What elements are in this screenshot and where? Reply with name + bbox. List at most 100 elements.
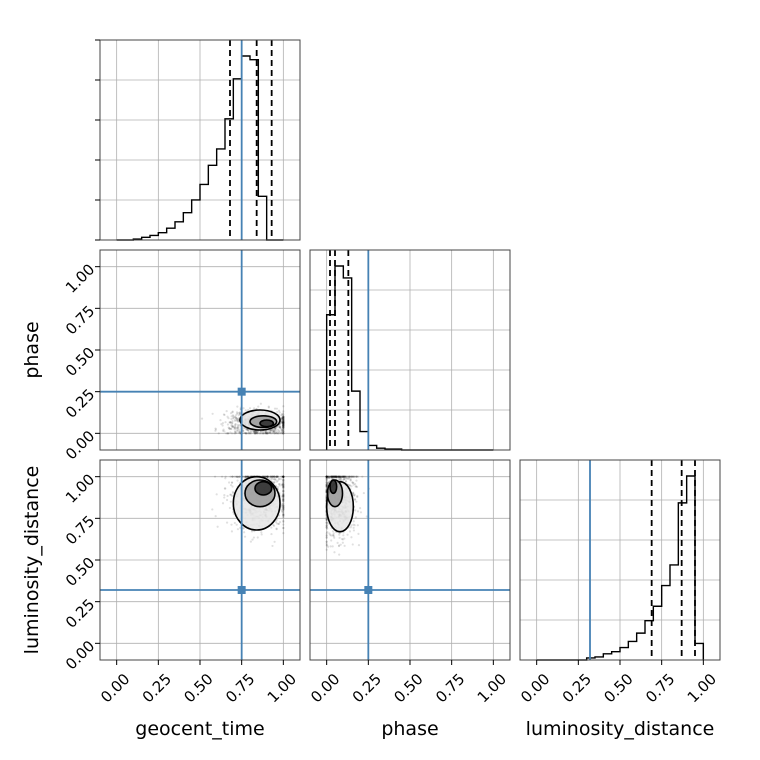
joint-phase-luminosity_distance-point <box>339 475 342 478</box>
joint-geocent_time-phase-point <box>236 418 239 421</box>
joint-geocent_time-phase-point <box>253 430 256 434</box>
joint-geocent_time-luminosity_distance-point <box>282 490 285 493</box>
joint-geocent_time-luminosity_distance-point <box>282 479 285 482</box>
joint-phase-luminosity_distance-point <box>328 532 331 535</box>
joint-geocent_time-luminosity_distance-point <box>282 475 285 478</box>
joint-phase-luminosity_distance-point <box>352 526 355 529</box>
joint-phase-luminosity_distance-point <box>332 475 335 478</box>
joint-geocent_time-phase-point <box>282 430 285 433</box>
joint-geocent_time-luminosity_distance-point <box>273 481 276 484</box>
xtick-label-luminosity_distance-3: 0.75 <box>642 670 678 706</box>
joint-geocent_time-phase-point <box>234 418 237 421</box>
joint-phase-luminosity_distance-point <box>346 475 349 478</box>
joint-geocent_time-phase-point <box>264 430 267 433</box>
joint-phase-luminosity_distance-point <box>326 475 329 478</box>
joint-geocent_time-phase-point <box>238 430 242 433</box>
joint-geocent_time-luminosity_distance-point <box>227 481 231 484</box>
joint-geocent_time-phase-point <box>282 423 285 426</box>
joint-phase-luminosity_distance-point <box>339 475 342 478</box>
joint-geocent_time-luminosity_distance-point <box>246 475 249 478</box>
joint-geocent_time-luminosity_distance-point <box>245 475 248 478</box>
joint-geocent_time-phase-point <box>237 418 240 421</box>
joint-geocent_time-phase-point <box>228 427 231 430</box>
joint-geocent_time-phase-point <box>272 428 275 431</box>
joint-geocent_time-luminosity_distance-point <box>246 475 249 478</box>
joint-phase-luminosity_distance-point <box>325 524 328 528</box>
joint-geocent_time-phase-point <box>252 430 255 433</box>
joint-phase-luminosity_distance-point <box>331 475 334 478</box>
joint-geocent_time-luminosity_distance-truth-marker <box>237 586 246 594</box>
joint-phase-luminosity_distance-point <box>325 475 328 478</box>
joint-geocent_time-phase-point <box>282 428 285 431</box>
joint-geocent_time-phase-point <box>230 425 234 428</box>
joint-geocent_time-phase-point <box>255 431 258 434</box>
joint-geocent_time-luminosity_distance-point <box>282 502 285 506</box>
joint-geocent_time-luminosity_distance-point <box>243 535 247 538</box>
joint-geocent_time-phase-point <box>231 421 234 424</box>
joint-phase-luminosity_distance-point <box>348 475 351 478</box>
joint-geocent_time-phase-point <box>235 417 239 420</box>
joint-geocent_time-phase-point <box>255 431 258 434</box>
joint-geocent_time-phase-point <box>282 432 285 435</box>
joint-geocent_time-luminosity_distance-point <box>276 475 279 478</box>
joint-geocent_time-phase-point <box>235 411 239 414</box>
joint-geocent_time-luminosity_distance-point <box>282 513 285 517</box>
joint-geocent_time-phase-point <box>278 426 281 429</box>
joint-geocent_time-phase-point <box>225 432 228 435</box>
joint-geocent_time-luminosity_distance-point <box>270 475 273 478</box>
joint-geocent_time-luminosity_distance-point <box>282 505 285 508</box>
joint-geocent_time-phase-point <box>248 432 252 435</box>
joint-geocent_time-luminosity_distance-point <box>270 526 273 529</box>
joint-phase-luminosity_distance-point <box>325 475 328 478</box>
joint-geocent_time-phase-point <box>282 426 285 429</box>
ytick-label-phase-2: 0.50 <box>62 344 98 380</box>
joint-geocent_time-phase-point <box>282 432 285 435</box>
joint-geocent_time-phase-point <box>255 432 258 435</box>
joint-phase-luminosity_distance-point <box>339 476 342 479</box>
xlabel-luminosity-distance: luminosity_distance <box>526 718 715 740</box>
joint-geocent_time-phase-point <box>217 432 220 435</box>
joint-phase-luminosity_distance-point <box>332 475 335 478</box>
joint-phase-luminosity_distance-point <box>327 475 330 478</box>
joint-geocent_time-phase-point <box>224 421 227 424</box>
joint-geocent_time-phase-point <box>282 416 285 420</box>
joint-phase-luminosity_distance-point <box>345 475 348 478</box>
joint-phase-luminosity_distance-point <box>350 485 353 488</box>
joint-geocent_time-luminosity_distance-point <box>276 475 279 478</box>
joint-geocent_time-phase-point <box>252 407 256 410</box>
joint-geocent_time-phase-point <box>282 415 285 418</box>
joint-phase-luminosity_distance-point <box>333 475 337 478</box>
joint-geocent_time-luminosity_distance-point <box>282 499 285 502</box>
joint-phase-luminosity_distance-point <box>325 522 328 525</box>
joint-geocent_time-phase-point <box>246 432 250 435</box>
joint-geocent_time-phase-point <box>282 421 285 424</box>
joint-phase-luminosity_distance-point <box>356 495 359 499</box>
joint-geocent_time-phase-point <box>237 411 240 415</box>
joint-phase-luminosity_distance-point <box>352 520 355 523</box>
joint-geocent_time-phase-point <box>282 424 285 427</box>
joint-geocent_time-phase-point <box>282 420 285 424</box>
joint-geocent_time-luminosity_distance-point <box>282 523 285 526</box>
joint-geocent_time-luminosity_distance <box>99 459 301 661</box>
joint-phase-luminosity_distance-point <box>338 533 341 536</box>
joint-phase-luminosity_distance-point <box>325 483 328 486</box>
joint-phase-luminosity_distance-truth-marker <box>364 586 373 594</box>
joint-geocent_time-phase-point <box>236 425 240 428</box>
joint-geocent_time-luminosity_distance-point <box>231 485 234 488</box>
joint-geocent_time-luminosity_distance-point <box>266 475 269 478</box>
joint-geocent_time-phase-point <box>267 405 270 408</box>
joint-geocent_time-luminosity_distance-point <box>282 514 285 517</box>
xtick-label-phase-3: 0.75 <box>432 670 468 706</box>
joint-phase-luminosity_distance-point <box>325 475 328 478</box>
joint-geocent_time-luminosity_distance-point <box>229 493 233 496</box>
joint-geocent_time-luminosity_distance-point <box>282 526 285 529</box>
joint-phase-luminosity_distance-point <box>335 476 338 479</box>
joint-geocent_time-luminosity_distance-point <box>278 521 282 524</box>
joint-phase-luminosity_distance-point <box>327 475 330 479</box>
joint-geocent_time-luminosity_distance-point <box>273 478 276 481</box>
joint-geocent_time-phase-point <box>272 430 276 433</box>
joint-phase-luminosity_distance-point <box>349 475 353 478</box>
joint-phase-luminosity_distance-point <box>325 534 328 538</box>
joint-geocent_time-phase-point <box>282 420 285 423</box>
joint-geocent_time-phase-point <box>230 417 233 421</box>
